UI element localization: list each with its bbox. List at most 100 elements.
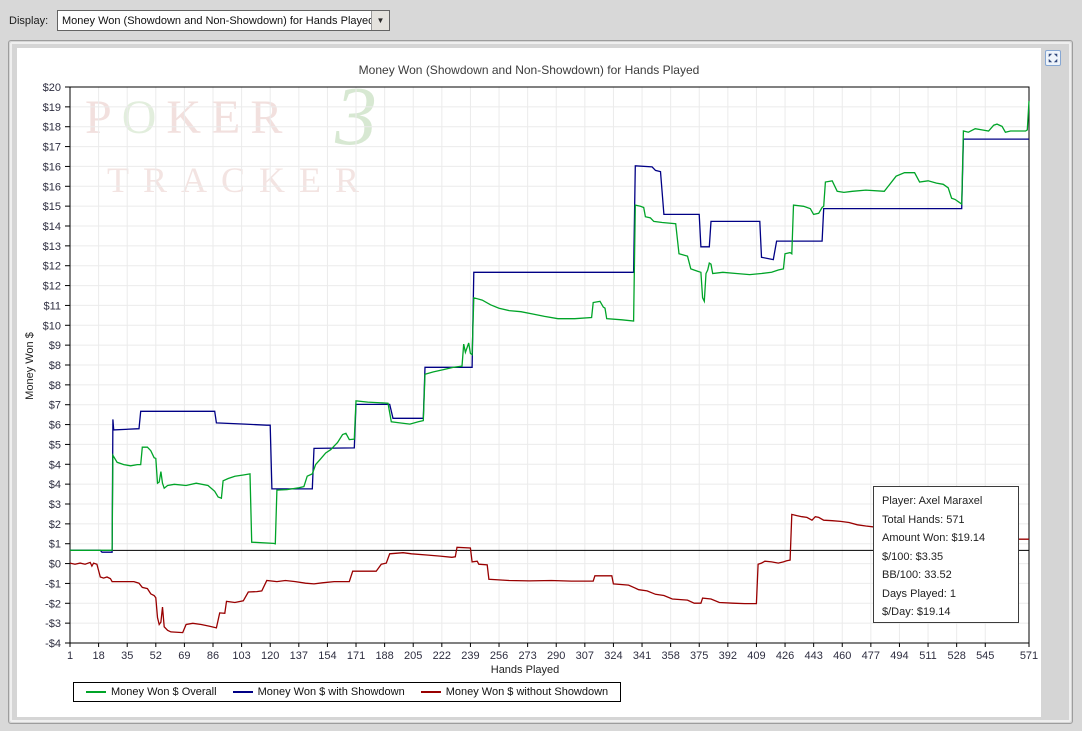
- series-money-won-with-showdown: [70, 138, 1029, 553]
- x-tick-label: 205: [404, 650, 422, 662]
- x-tick-label: 1: [67, 650, 73, 662]
- blue-line-swatch: [232, 691, 253, 693]
- chart-legend: Money Won $ Overall Money Won $ with Sho…: [73, 682, 622, 702]
- expand-button[interactable]: [1045, 50, 1061, 66]
- x-tick-label: 86: [207, 650, 219, 662]
- stats-amount-won: Amount Won: $19.14: [882, 532, 986, 544]
- y-tick-label: $4: [49, 479, 61, 491]
- x-tick-label: 273: [518, 650, 536, 662]
- legend-item-overall: Money Won $ Overall: [86, 686, 217, 698]
- x-tick-label: 290: [547, 650, 565, 662]
- tick-label-layer: 1 18 35 52 69 86 103 120 137 154 171 188 205 222 239 25…: [43, 82, 1039, 662]
- green-line-swatch: [86, 691, 106, 693]
- y-tick-label: -$2: [45, 598, 61, 610]
- y-tick-label: $7: [49, 400, 61, 412]
- stats-per-day: $/Day: $19.14: [882, 606, 951, 618]
- y-tick-label: $5: [49, 439, 61, 451]
- red-line-swatch: [420, 691, 441, 693]
- x-tick-label: 341: [633, 650, 651, 662]
- y-tick-label: $3: [49, 499, 61, 511]
- x-tick-label: 239: [461, 650, 479, 662]
- y-axis-title: Money Won $: [24, 332, 36, 400]
- y-tick-label: -$1: [45, 578, 61, 590]
- x-tick-label: 256: [490, 650, 508, 662]
- chart-canvas: Money Won (Showdown and Non-Showdown) fo…: [17, 48, 1041, 717]
- legend-item-with-showdown: Money Won $ with Showdown: [232, 686, 405, 698]
- expand-icon: [1048, 53, 1058, 63]
- y-tick-label: $16: [43, 181, 61, 193]
- y-tick-label: $4: [49, 459, 61, 471]
- y-tick-label: $19: [43, 102, 61, 114]
- y-tick-label: $10: [43, 320, 61, 332]
- stats-bb-100: BB/100: 33.52: [882, 569, 952, 581]
- x-tick-label: 171: [347, 650, 365, 662]
- display-dropdown-value: Money Won (Showdown and Non-Showdown) fo…: [62, 14, 371, 27]
- legend-label: Money Won $ Overall: [111, 686, 217, 698]
- y-tick-label: $2: [49, 519, 61, 531]
- y-tick-label: $11: [43, 300, 61, 312]
- y-tick-label: $8: [49, 360, 61, 372]
- y-tick-label: $1: [49, 539, 61, 551]
- y-tick-label: $15: [43, 201, 61, 213]
- y-tick-label: $8: [49, 380, 61, 392]
- x-tick-label: 477: [862, 650, 880, 662]
- axis-layer: [65, 86, 1030, 647]
- x-tick-label: 409: [747, 650, 765, 662]
- legend-label: Money Won $ with Showdown: [257, 686, 405, 698]
- series-layer: [69, 100, 1030, 634]
- series-money-won-without-showdown: [69, 513, 1029, 634]
- x-tick-label: 358: [661, 650, 679, 662]
- x-tick-label: 69: [178, 650, 190, 662]
- stats-total-hands: Total Hands: 571: [882, 513, 965, 526]
- x-tick-label: 426: [776, 650, 794, 662]
- legend-label: Money Won $ without Showdown: [445, 686, 609, 698]
- x-axis-title: Hands Played: [491, 664, 560, 676]
- y-tick-label: $9: [49, 340, 61, 352]
- x-tick-label: 18: [92, 650, 104, 662]
- y-tick-label: -$3: [45, 618, 61, 630]
- x-tick-label: 154: [318, 650, 336, 662]
- x-tick-label: 545: [976, 650, 994, 662]
- y-tick-label: $16: [43, 161, 61, 173]
- display-label: Display:: [9, 15, 49, 27]
- stats-box: Player: Axel Maraxel Total Hands: 571 Am…: [873, 486, 1019, 623]
- legend-item-without-showdown: Money Won $ without Showdown: [420, 686, 609, 698]
- x-tick-label: 52: [150, 650, 162, 662]
- stats-player: Player: Axel Maraxel: [882, 495, 983, 507]
- x-tick-label: 511: [919, 650, 937, 662]
- grid-layer: [70, 87, 1029, 643]
- x-tick-label: 494: [890, 650, 908, 662]
- x-tick-label: 103: [232, 650, 250, 662]
- chevron-down-icon[interactable]: ▼: [371, 11, 389, 30]
- x-tick-label: 443: [804, 650, 822, 662]
- y-tick-label: $17: [43, 142, 61, 154]
- x-tick-label: 35: [121, 650, 133, 662]
- chart-panel: Money Won (Showdown and Non-Showdown) fo…: [8, 40, 1073, 724]
- chart-svg: 1 18 35 52 69 86 103 120 137 154 171 188 205 222 239 25…: [24, 82, 1039, 676]
- x-tick-label: 392: [719, 650, 737, 662]
- y-tick-label: $0: [49, 559, 61, 571]
- x-tick-label: 137: [290, 650, 308, 662]
- chart-title: Money Won (Showdown and Non-Showdown) fo…: [358, 63, 700, 77]
- x-tick-label: 324: [604, 650, 622, 662]
- display-dropdown[interactable]: Money Won (Showdown and Non-Showdown) fo…: [57, 10, 390, 31]
- y-tick-label: $13: [43, 241, 61, 253]
- y-tick-label: $14: [43, 221, 61, 233]
- x-tick-label: 460: [833, 650, 851, 662]
- x-tick-label: 222: [433, 650, 451, 662]
- y-tick-label: $6: [49, 420, 61, 432]
- x-tick-label: 307: [576, 650, 594, 662]
- stats-days-played: Days Played: 1: [882, 587, 956, 600]
- y-tick-label: -$4: [45, 638, 61, 650]
- y-tick-label: $18: [43, 122, 61, 134]
- x-tick-label: 528: [947, 650, 965, 662]
- x-tick-label: 188: [375, 650, 393, 662]
- y-tick-label: $12: [43, 281, 61, 293]
- x-tick-label: 120: [261, 650, 279, 662]
- y-tick-label: $12: [43, 261, 61, 273]
- y-tick-label: $20: [43, 82, 61, 94]
- display-bar: Display: Money Won (Showdown and Non-Sho…: [0, 0, 1082, 40]
- x-tick-label: 571: [1020, 650, 1038, 662]
- stats-per-100: $/100: $3.35: [882, 550, 944, 563]
